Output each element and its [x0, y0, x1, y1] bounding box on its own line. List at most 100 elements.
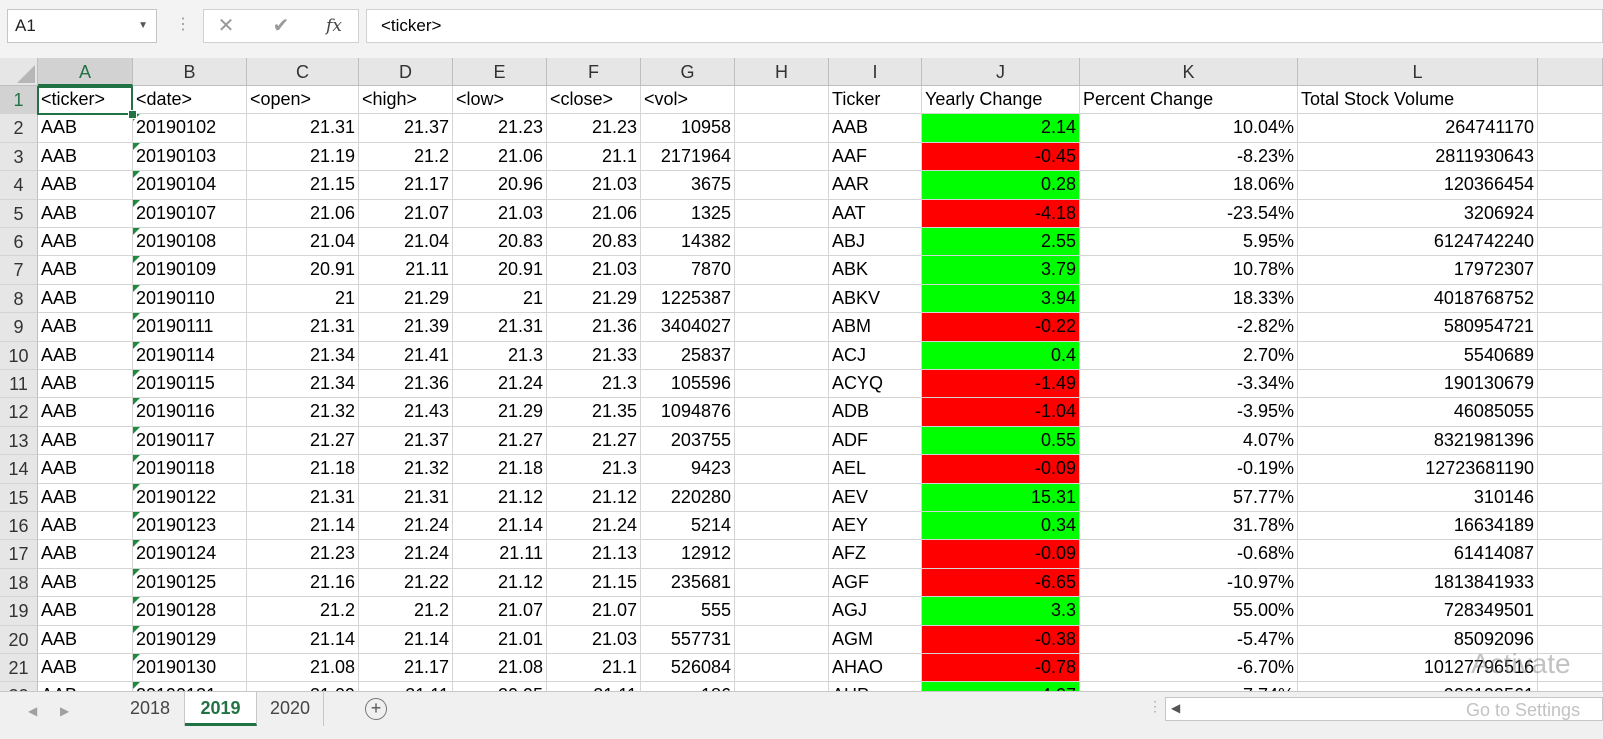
cell-m14[interactable]: [1538, 455, 1603, 484]
cell-m17[interactable]: [1538, 540, 1603, 569]
cell-e7[interactable]: 20.91: [453, 256, 547, 285]
cell-f1[interactable]: <close>: [547, 86, 641, 115]
cell-e21[interactable]: 21.08: [453, 654, 547, 683]
cell-i15[interactable]: AEV: [829, 483, 922, 512]
cell-e12[interactable]: 21.29: [453, 398, 547, 427]
cell-e3[interactable]: 21.06: [453, 142, 547, 172]
cell-j22[interactable]: 4.07: [922, 682, 1080, 691]
cell-l22[interactable]: 906109561: [1298, 682, 1538, 691]
cell-e22[interactable]: 20.95: [453, 682, 547, 691]
cell-k13[interactable]: 4.07%: [1080, 426, 1298, 456]
cell-a15[interactable]: AAB: [38, 483, 133, 512]
cell-h17[interactable]: [735, 540, 829, 569]
cell-d18[interactable]: 21.22: [359, 568, 453, 598]
cell-l19[interactable]: 728349501: [1298, 597, 1538, 626]
cell-i19[interactable]: AGJ: [829, 597, 922, 626]
add-sheet-icon[interactable]: +: [365, 698, 387, 720]
cell-f9[interactable]: 21.36: [547, 313, 641, 342]
cell-c15[interactable]: 21.31: [247, 483, 359, 512]
cell-l17[interactable]: 61414087: [1298, 540, 1538, 569]
cell-h3[interactable]: [735, 142, 829, 172]
cell-j21[interactable]: -0.78: [922, 654, 1080, 683]
cell-c20[interactable]: 21.14: [247, 625, 359, 654]
cell-h19[interactable]: [735, 597, 829, 626]
cell-h9[interactable]: [735, 313, 829, 342]
cell-d20[interactable]: 21.14: [359, 625, 453, 654]
cell-j7[interactable]: 3.79: [922, 256, 1080, 285]
scroll-tabs-right-icon[interactable]: ▶: [60, 704, 70, 718]
cell-k7[interactable]: 10.78%: [1080, 256, 1298, 285]
cell-a16[interactable]: AAB: [38, 512, 133, 541]
cell-c4[interactable]: 21.15: [247, 171, 359, 200]
cell-k19[interactable]: 55.00%: [1080, 597, 1298, 626]
cell-c10[interactable]: 21.34: [247, 341, 359, 370]
cell-i8[interactable]: ABKV: [829, 284, 922, 314]
cell-d12[interactable]: 21.43: [359, 398, 453, 427]
cell-h1[interactable]: [735, 86, 829, 115]
cell-h2[interactable]: [735, 114, 829, 143]
cell-f10[interactable]: 21.33: [547, 341, 641, 370]
cell-b19[interactable]: 20190128: [133, 597, 247, 626]
cell-b13[interactable]: 20190117: [133, 426, 247, 456]
cell-d5[interactable]: 21.07: [359, 199, 453, 228]
cell-i17[interactable]: AFZ: [829, 540, 922, 569]
cell-a11[interactable]: AAB: [38, 370, 133, 399]
cell-b17[interactable]: 20190124: [133, 540, 247, 569]
cell-a8[interactable]: AAB: [38, 284, 133, 314]
cell-i16[interactable]: AEY: [829, 512, 922, 541]
cell-l9[interactable]: 580954721: [1298, 313, 1538, 342]
cell-g22[interactable]: 186: [641, 682, 735, 691]
cell-c13[interactable]: 21.27: [247, 426, 359, 456]
cell-c16[interactable]: 21.14: [247, 512, 359, 541]
column-header-a[interactable]: A: [38, 58, 133, 86]
cell-i10[interactable]: ACJ: [829, 341, 922, 370]
cell-j9[interactable]: -0.22: [922, 313, 1080, 342]
cell-d3[interactable]: 21.2: [359, 142, 453, 172]
cell-h12[interactable]: [735, 398, 829, 427]
cell-e16[interactable]: 21.14: [453, 512, 547, 541]
cell-k16[interactable]: 31.78%: [1080, 512, 1298, 541]
cell-j17[interactable]: -0.09: [922, 540, 1080, 569]
cell-m9[interactable]: [1538, 313, 1603, 342]
cell-b22[interactable]: 20190131: [133, 682, 247, 691]
cell-l6[interactable]: 6124742240: [1298, 228, 1538, 257]
row-header-1[interactable]: 1: [0, 86, 38, 115]
cell-a3[interactable]: AAB: [38, 142, 133, 172]
row-header-12[interactable]: 12: [0, 398, 38, 427]
cell-d19[interactable]: 21.2: [359, 597, 453, 626]
cell-d1[interactable]: <high>: [359, 86, 453, 115]
sheet-tab-2018[interactable]: 2018: [116, 692, 185, 726]
cell-j2[interactable]: 2.14: [922, 114, 1080, 143]
cell-g6[interactable]: 14382: [641, 228, 735, 257]
cell-j14[interactable]: -0.09: [922, 455, 1080, 484]
cell-j18[interactable]: -6.65: [922, 568, 1080, 598]
cell-j3[interactable]: -0.45: [922, 142, 1080, 172]
cell-d10[interactable]: 21.41: [359, 341, 453, 370]
cell-k17[interactable]: -0.68%: [1080, 540, 1298, 569]
cell-b8[interactable]: 20190110: [133, 284, 247, 314]
cell-f21[interactable]: 21.1: [547, 654, 641, 683]
cell-g8[interactable]: 1225387: [641, 284, 735, 314]
row-header-22[interactable]: 22: [0, 682, 38, 691]
cell-i7[interactable]: ABK: [829, 256, 922, 285]
cell-b1[interactable]: <date>: [133, 86, 247, 115]
cell-j15[interactable]: 15.31: [922, 483, 1080, 512]
cell-m4[interactable]: [1538, 171, 1603, 200]
cell-c8[interactable]: 21: [247, 284, 359, 314]
cell-a22[interactable]: AAB: [38, 682, 133, 691]
cell-c18[interactable]: 21.16: [247, 568, 359, 598]
cell-f8[interactable]: 21.29: [547, 284, 641, 314]
cell-j20[interactable]: -0.38: [922, 625, 1080, 654]
column-header-i[interactable]: I: [829, 58, 922, 86]
column-header-j[interactable]: J: [922, 58, 1080, 86]
cell-f14[interactable]: 21.3: [547, 455, 641, 484]
cell-i11[interactable]: ACYQ: [829, 370, 922, 399]
column-header-h[interactable]: H: [735, 58, 829, 86]
cell-f12[interactable]: 21.35: [547, 398, 641, 427]
cell-a1[interactable]: <ticker>: [38, 86, 133, 115]
cell-m12[interactable]: [1538, 398, 1603, 427]
cell-g3[interactable]: 2171964: [641, 142, 735, 172]
cell-i14[interactable]: AEL: [829, 455, 922, 484]
cell-k20[interactable]: -5.47%: [1080, 625, 1298, 654]
cell-d16[interactable]: 21.24: [359, 512, 453, 541]
